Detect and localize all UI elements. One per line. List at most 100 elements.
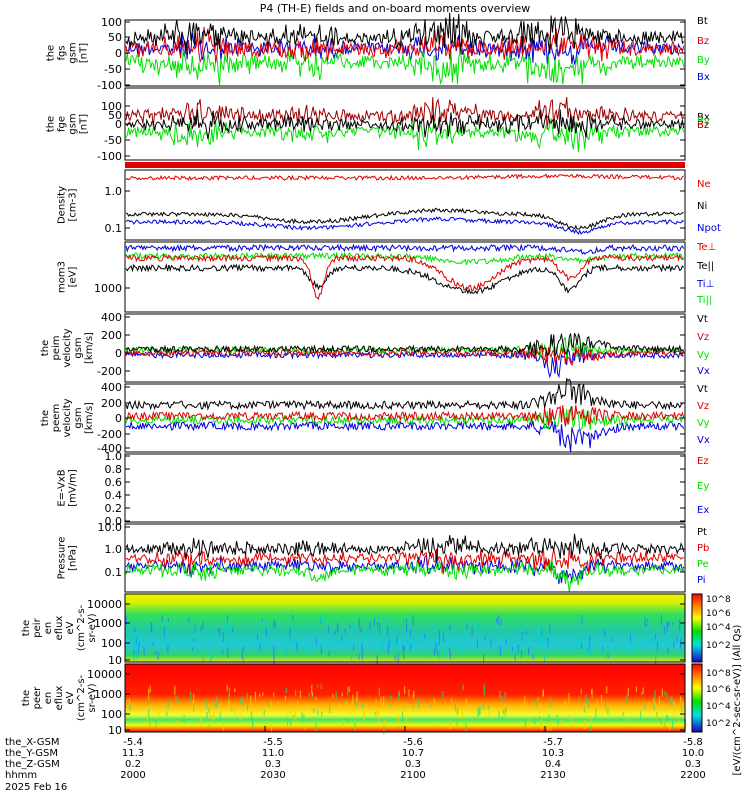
spectrogram-cell [542,690,544,697]
ephemeris-value: 0.3 [405,759,421,770]
spectrogram-cell [641,692,643,696]
spectrogram-cell [540,723,542,730]
panel-frame [124,523,686,593]
spectrogram-cell [524,719,526,729]
spectrogram-cell [607,646,609,654]
spectrogram-cell [311,707,313,712]
spacecraft-mode-bar [125,162,685,168]
spectrogram-cell [301,705,303,709]
spectrogram-cell [309,648,311,654]
spectrogram-cell [363,707,365,717]
spectrogram-cell [410,644,412,650]
spectrogram-cell [166,711,168,717]
y-axis-label: [mV/m] [68,469,79,507]
colorbar-tick-label: 10^2 [706,719,731,729]
spectrogram-cell [152,641,154,647]
spectrogram-cell [286,717,289,726]
legend-entry: Vt [697,384,708,395]
spectrogram-cell [311,692,313,696]
spectrogram-cell [130,621,132,626]
spectrogram-cell [353,644,355,651]
spectrogram-cell [135,637,137,645]
spectrogram-cell [373,618,375,627]
spectrogram-cell [259,643,261,651]
spectrogram-cell [214,702,216,707]
spectrogram-cell [227,639,230,645]
spectrogram-cell [142,638,144,644]
y-axis-label: [cm-3] [68,188,79,221]
spectrogram-cell [666,692,668,699]
y-tick-label: 100 [101,100,122,113]
spectrogram-cell [485,621,487,629]
spectrogram-cell [403,618,405,624]
spectrogram-cell [436,616,439,622]
spectrogram-cell [646,618,648,622]
spectrogram-cell [556,714,558,721]
colorbar: 10^8 10^6 10^4 10^2 10^8 10^6 10^4 10^2 [eV/(cm^… [691,593,743,775]
spectrogram-cell [590,724,592,733]
ephemeris-value: 10.7 [402,748,424,759]
spectrogram-cell [449,624,451,631]
spectrogram-cell [456,708,459,716]
spectrogram-cell [532,654,534,659]
spectrogram-cell [252,721,254,729]
spectrogram-cell [548,646,550,650]
spectrogram-cell [501,708,503,714]
spectrogram-cell [500,619,502,626]
y-tick-label: 10000 [87,598,122,611]
spectrogram-cell [213,711,215,721]
spectrogram-cell [658,695,661,704]
legend-entry: Ex [697,505,709,516]
spectrogram-cell [580,637,582,649]
spectrogram-cell [200,717,202,725]
spectrogram-cell [681,706,683,712]
spectrogram-cell [315,637,318,646]
panel-temperature: 1000 mom3 [eV] Te⊥ Te|| Ti⊥ Ti|| [57,241,716,313]
spectrogram-cell [376,708,378,716]
spectrogram-cell [303,713,305,722]
spectrogram-cell [680,697,682,705]
spectrogram-cell [133,649,135,661]
spectrogram-cell [475,708,477,713]
legend-entry: Vy [697,350,710,361]
spectrogram-cell [284,696,287,701]
spectrogram-cell [430,704,432,708]
spectrogram-cell [526,630,528,635]
spectrogram-cell [402,644,404,650]
spectrogram-cell [586,709,588,714]
spectrogram-cell [352,694,354,705]
spectrogram-cell [148,643,151,649]
spectrogram-cell [171,708,173,714]
spectrogram-cell [534,651,536,660]
spectrogram-cell [424,633,426,640]
figure-title: P4 (TH-E) fields and on-board moments ov… [260,2,531,15]
spectrogram-cell [389,641,391,649]
spectrogram-cell [656,641,659,652]
spectrogram-cell [580,688,582,695]
spectrogram-cell [377,706,379,716]
spectrogram-cell [129,703,131,709]
y-axis-label: velocity [62,328,73,367]
spectrogram-cell [564,628,566,638]
spectrogram-cell [361,643,363,651]
spectrogram-cell [534,719,536,725]
spectrogram-cell [570,644,572,653]
spectrogram-cell [403,645,405,651]
spectrogram-cell [361,649,363,660]
spectrogram-cell [520,650,522,658]
spectrogram-cell [137,644,140,655]
spectrogram-cell [588,699,590,709]
spectrogram-cell [273,692,275,697]
spectrogram-cell [317,710,319,715]
spectrogram-cell [242,654,244,663]
spectrogram-cell [351,704,353,712]
spectrogram-cell [640,711,642,721]
spectrogram-cell [162,634,164,642]
spectrogram-cell [342,719,344,729]
spectrogram-cell [477,707,479,718]
spectrogram-cell [254,691,256,702]
spectrogram-cell [404,703,406,713]
y-axis-label: the [21,620,32,636]
spectrogram-cell [177,697,179,704]
